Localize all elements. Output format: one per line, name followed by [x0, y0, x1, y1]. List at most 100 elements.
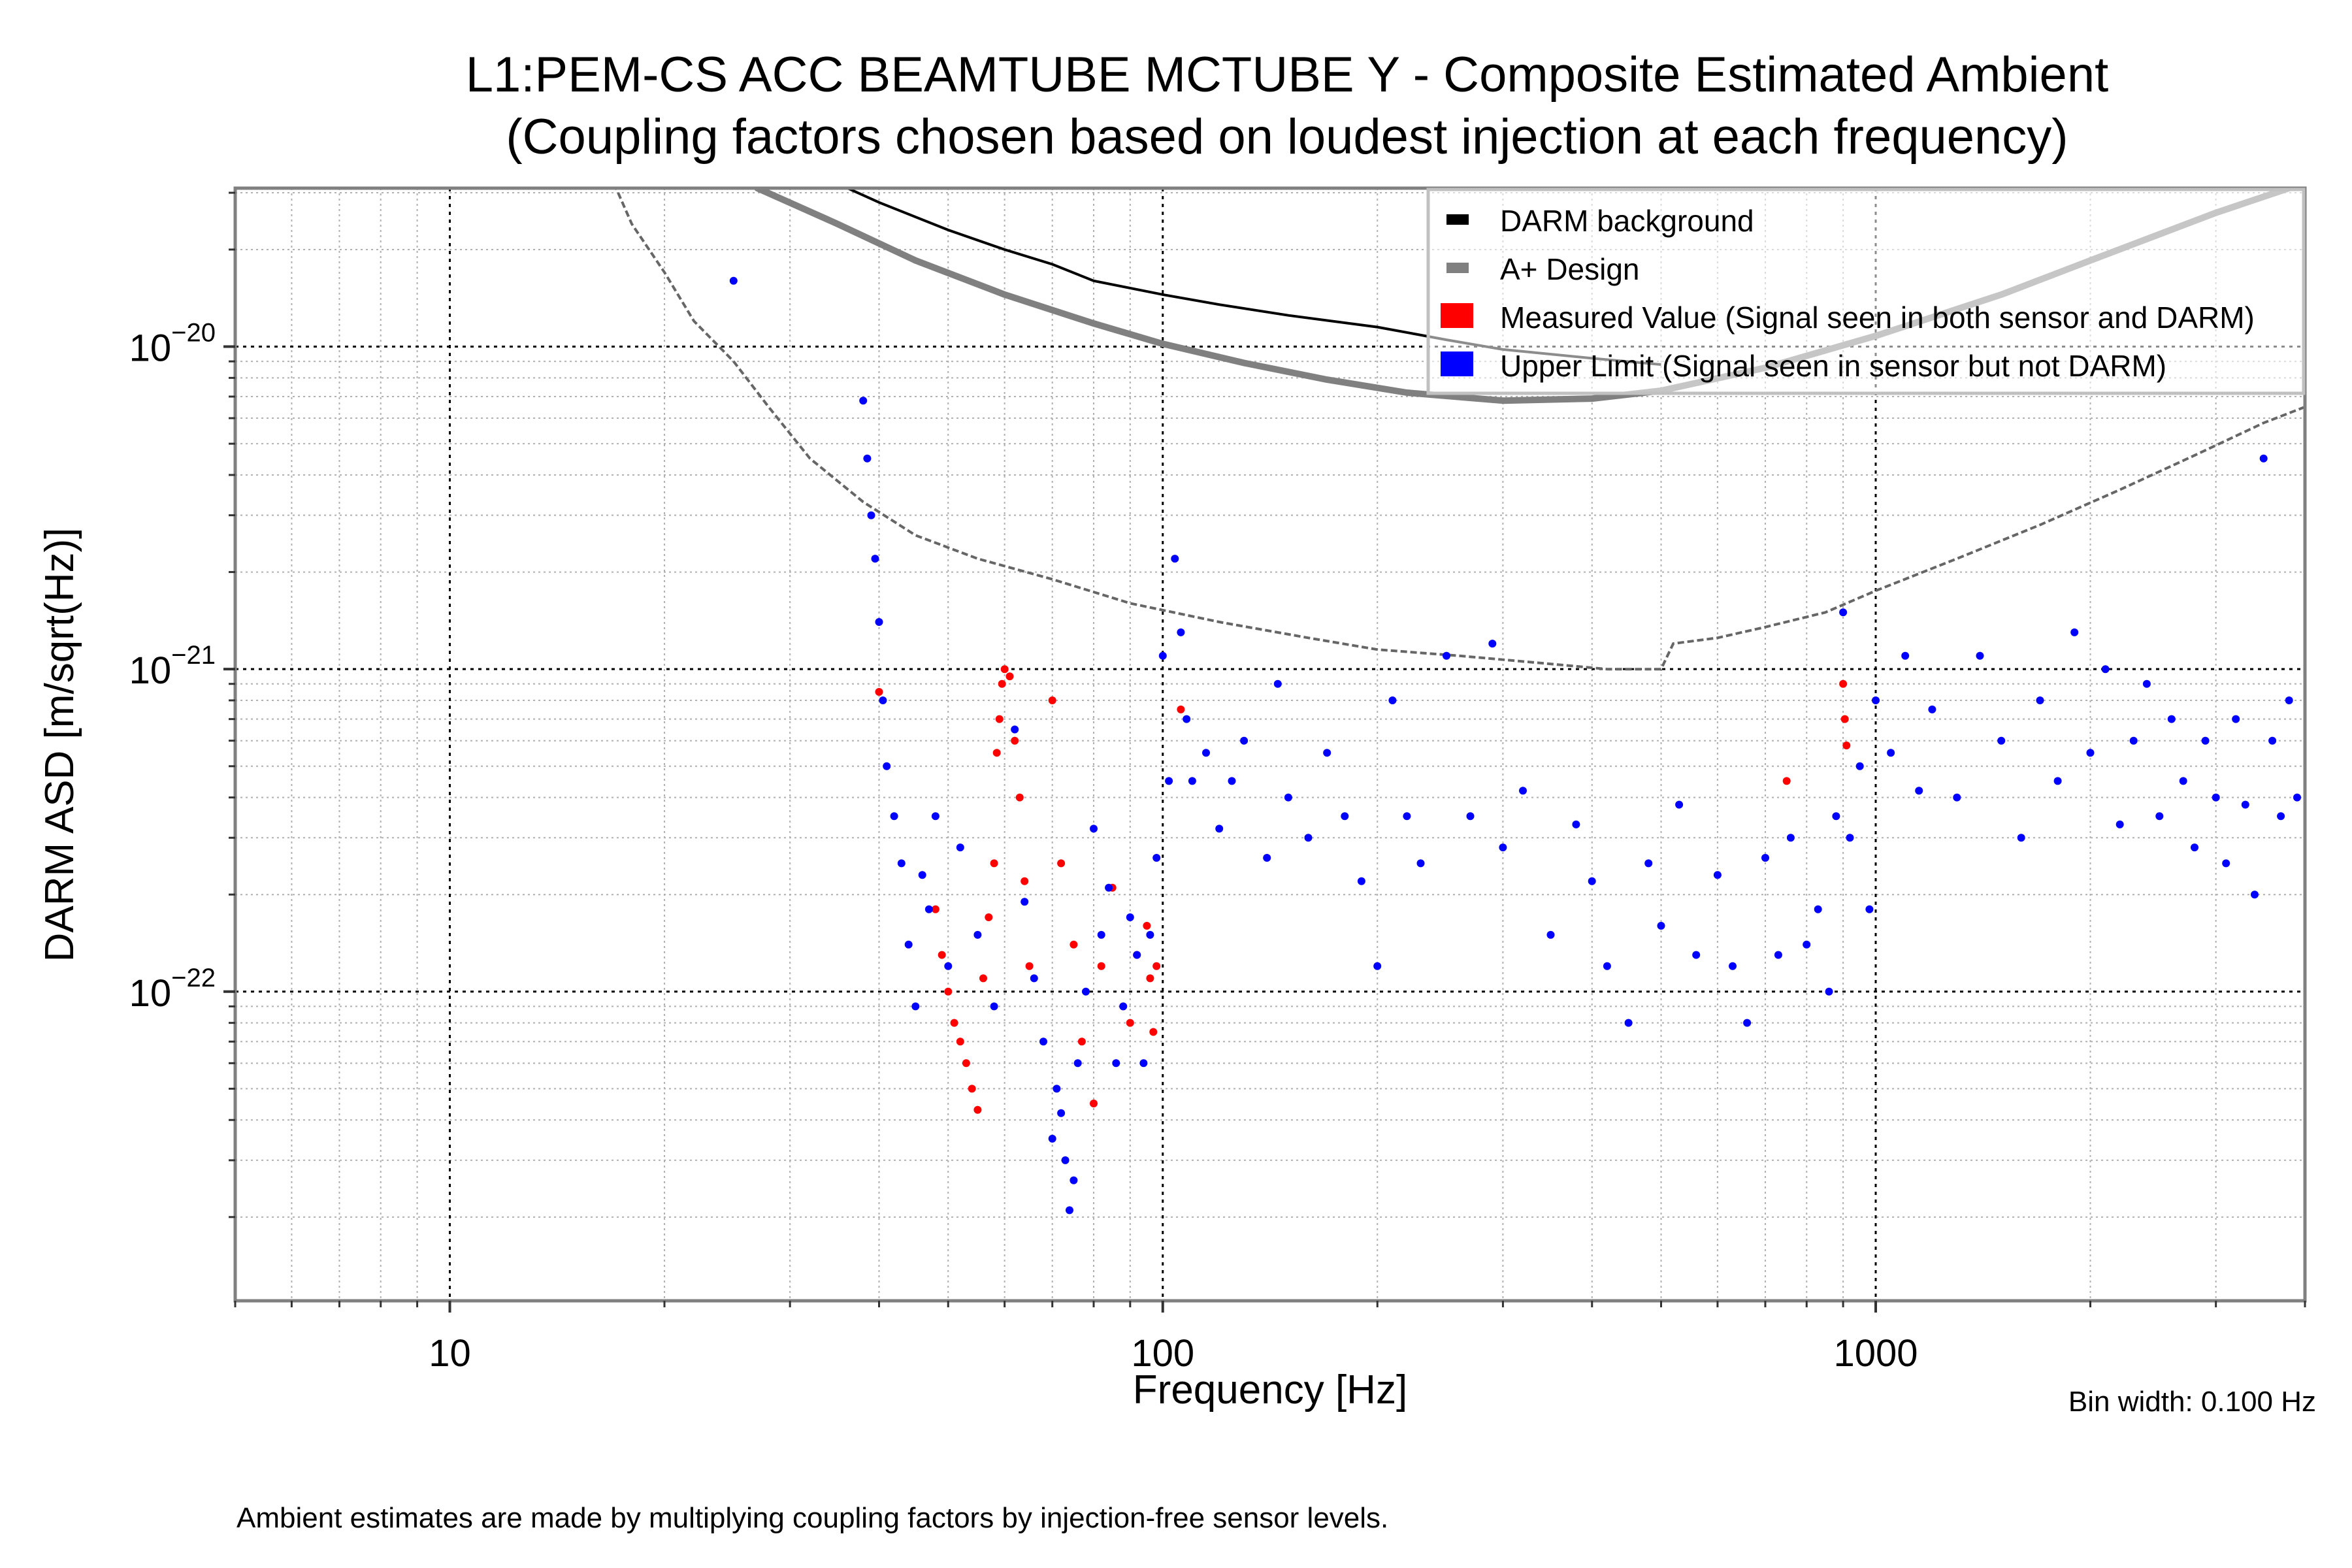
data-point-upper_limit	[1572, 820, 1580, 828]
data-point-measured	[938, 951, 946, 959]
data-point-upper_limit	[1146, 930, 1154, 939]
data-point-measured	[1011, 736, 1019, 745]
data-point-upper_limit	[1039, 1037, 1047, 1046]
data-point-upper_limit	[1357, 877, 1365, 885]
data-point-upper_limit	[1183, 715, 1191, 723]
data-point-upper_limit	[1341, 812, 1349, 821]
data-point-measured	[992, 749, 1001, 757]
data-point-upper_limit	[956, 843, 964, 852]
data-point-upper_limit	[1021, 898, 1029, 906]
data-point-measured	[1782, 777, 1791, 785]
y-tick-exponent: −21	[171, 641, 216, 670]
data-point-upper_limit	[2222, 859, 2230, 868]
data-point-upper_limit	[1743, 1019, 1752, 1027]
x-tick-label: 100	[1131, 1332, 1194, 1375]
data-point-upper_limit	[2232, 715, 2240, 723]
data-point-upper_limit	[2259, 454, 2268, 463]
data-point-upper_limit	[2053, 777, 2062, 785]
data-point-upper_limit	[890, 812, 898, 821]
data-point-upper_limit	[1240, 736, 1249, 745]
data-point-measured	[1025, 962, 1034, 970]
data-point-upper_limit	[897, 859, 906, 868]
legend-label: A+ Design	[1500, 252, 1640, 286]
data-point-upper_limit	[2179, 777, 2187, 785]
data-point-measured	[1005, 672, 1014, 681]
y-tick-exponent: −20	[171, 319, 216, 348]
data-point-upper_limit	[1048, 1134, 1056, 1143]
data-point-upper_limit	[1105, 883, 1113, 892]
data-point-upper_limit	[1416, 859, 1425, 868]
data-point-measured	[1842, 742, 1851, 749]
data-point-measured	[1146, 974, 1154, 983]
data-point-upper_limit	[1644, 859, 1653, 868]
legend-box	[1426, 188, 2306, 395]
data-point-upper_limit	[1057, 1109, 1066, 1117]
data-point-measured	[956, 1037, 964, 1046]
data-point-upper_limit	[1090, 825, 1098, 833]
legend-label: Measured Value (Signal seen in both sens…	[1500, 301, 2255, 335]
data-point-upper_limit	[1011, 725, 1019, 734]
data-point-upper_limit	[871, 555, 879, 563]
data-point-upper_limit	[1133, 951, 1141, 959]
chart-subtitle: (Coupling factors chosen based on loudes…	[506, 109, 2068, 165]
data-point-upper_limit	[944, 962, 953, 970]
data-point-upper_limit	[1915, 787, 1923, 795]
data-point-upper_limit	[879, 696, 887, 704]
data-point-upper_limit	[859, 397, 868, 405]
data-point-upper_limit	[1073, 1059, 1082, 1068]
data-point-upper_limit	[1901, 651, 1910, 660]
legend-item-darm: DARM background	[1446, 204, 1754, 238]
data-point-upper_limit	[1865, 905, 1874, 913]
data-point-upper_limit	[1997, 736, 2006, 745]
data-point-upper_limit	[1273, 679, 1282, 688]
data-point-upper_limit	[1171, 555, 1179, 563]
data-point-upper_limit	[1825, 987, 1833, 996]
legend-item-aplus: A+ Design	[1446, 252, 1640, 286]
y-tick-label: 10−20	[129, 319, 216, 370]
data-point-measured	[985, 913, 993, 921]
data-point-measured	[1048, 696, 1056, 704]
data-point-upper_limit	[1675, 800, 1684, 809]
data-point-upper_limit	[2201, 736, 2210, 745]
data-point-upper_limit	[2241, 800, 2249, 809]
data-point-upper_limit	[1976, 651, 1984, 660]
data-point-measured	[1077, 1037, 1086, 1046]
data-point-upper_limit	[2268, 736, 2277, 745]
data-point-upper_limit	[1872, 696, 1880, 704]
data-point-upper_limit	[1263, 854, 1271, 862]
data-point-upper_limit	[1165, 777, 1173, 785]
data-point-measured	[1021, 877, 1029, 885]
data-point-measured	[950, 1019, 958, 1027]
y-tick-label: 10−22	[129, 964, 216, 1015]
data-point-measured	[931, 905, 939, 913]
data-point-upper_limit	[1887, 749, 1895, 757]
legend-swatch	[1446, 214, 1469, 225]
data-point-upper_limit	[1729, 962, 1737, 970]
legend-swatch	[1446, 263, 1469, 273]
data-point-measured	[1097, 962, 1105, 970]
data-point-upper_limit	[2017, 834, 2025, 842]
data-point-upper_limit	[2285, 696, 2293, 704]
data-point-upper_limit	[1839, 608, 1848, 617]
legend-item-upper_limit: Upper Limit (Signal seen in sensor but n…	[1441, 349, 2166, 383]
data-point-measured	[962, 1059, 970, 1068]
legend-swatch	[1441, 351, 1473, 376]
data-point-measured	[998, 679, 1006, 688]
data-point-upper_limit	[1139, 1059, 1148, 1068]
data-point-upper_limit	[2086, 749, 2095, 757]
data-point-upper_limit	[918, 871, 926, 879]
data-point-upper_limit	[2167, 715, 2176, 723]
data-point-upper_limit	[1112, 1059, 1120, 1068]
data-point-upper_limit	[1488, 640, 1497, 648]
data-point-upper_limit	[911, 1002, 920, 1011]
data-point-upper_limit	[1814, 905, 1822, 913]
footnote: Ambient estimates are made by multiplyin…	[237, 1502, 1388, 1534]
data-point-upper_limit	[990, 1002, 998, 1011]
data-point-upper_limit	[2036, 696, 2044, 704]
data-point-measured	[1177, 705, 1185, 713]
data-point-upper_limit	[1403, 812, 1411, 821]
data-point-measured	[1143, 922, 1151, 930]
data-point-upper_limit	[2101, 665, 2110, 674]
